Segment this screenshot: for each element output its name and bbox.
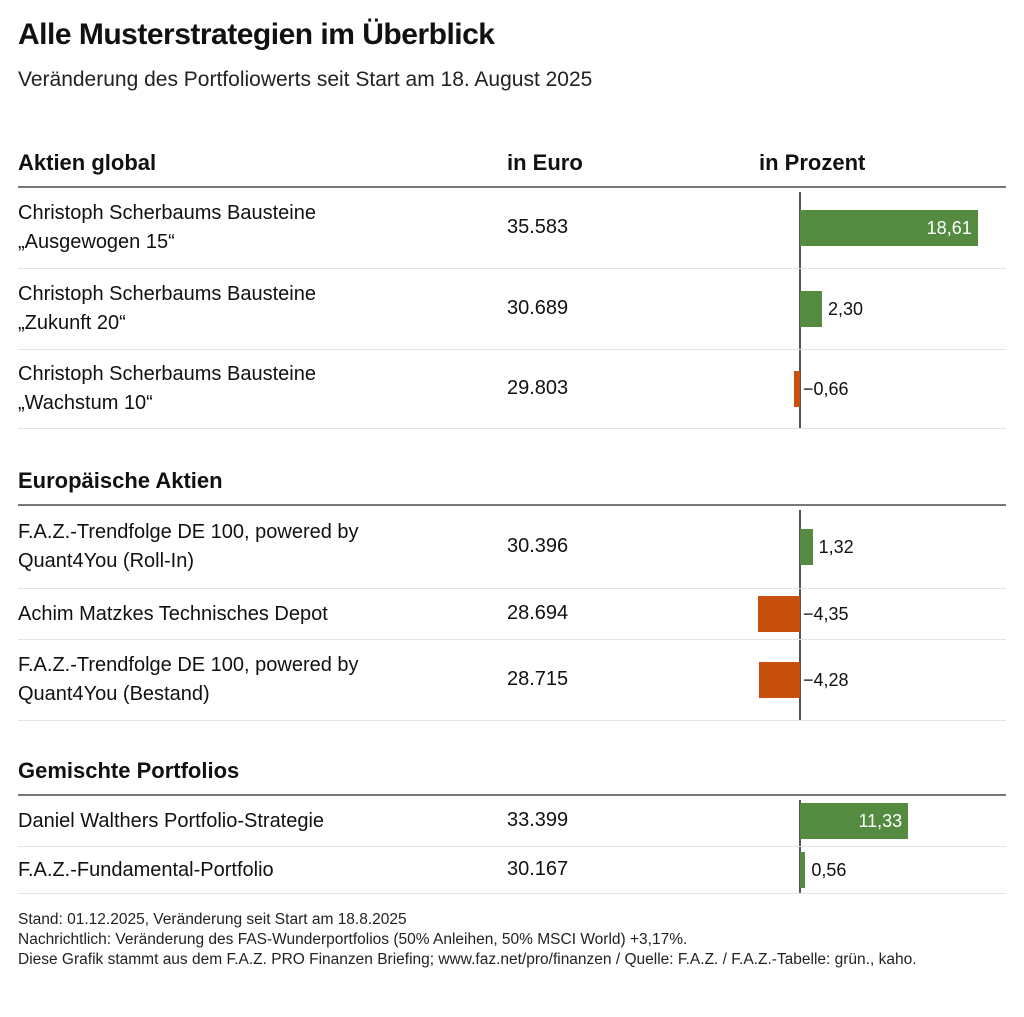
euro-value: 33.399 — [507, 809, 569, 831]
strategy-name: Daniel Walthers Portfolio-Strategie — [18, 807, 324, 836]
positive-bar — [800, 291, 822, 327]
group-title: Europäische Aktien — [18, 468, 223, 493]
chart-title: Alle Musterstrategien im Überblick — [18, 18, 495, 51]
positive-bar — [800, 529, 813, 565]
strategy-name: F.A.Z.-Trendfolge DE 100, powered by Quan… — [18, 651, 359, 709]
chart-subtitle: Veränderung des Portfoliowerts seit Star… — [18, 68, 593, 91]
group-europäische-aktien: Europäische Aktien F.A.Z.-Trendfolge DE 1… — [18, 458, 1006, 721]
table-row: Achim Matzkes Technisches Depot 28.694 −4,… — [18, 589, 1006, 640]
percent-label: −0,66 — [803, 379, 849, 399]
strategy-name-line2: Quant4You (Bestand) — [18, 683, 210, 705]
percent-label: −4,28 — [803, 670, 849, 690]
strategy-name: Achim Matzkes Technisches Depot — [18, 600, 328, 629]
footnote-source: Diese Grafik stammt aus dem F.A.Z. PRO F… — [18, 951, 917, 968]
footnotes: Stand: 01.12.2025, Veränderung seit Star… — [18, 910, 1008, 970]
table-row: Christoph Scherbaums Bausteine „Ausgewoge… — [18, 188, 1006, 269]
percent-label: −4,35 — [803, 604, 849, 624]
euro-value: 29.803 — [507, 377, 569, 399]
negative-bar — [759, 662, 800, 698]
column-header-percent: in Prozent — [759, 150, 866, 175]
strategy-name-line1: Christoph Scherbaums Bausteine — [18, 363, 316, 385]
euro-value: 28.715 — [507, 668, 569, 690]
footnote-wunderportfolio: Nachrichtlich: Veränderung des FAS-Wunde… — [18, 931, 688, 948]
strategy-name-line2: „Zukunft 20“ — [18, 312, 126, 334]
strategy-name-line1: F.A.Z.-Trendfolge DE 100, powered by — [18, 654, 359, 676]
euro-value: 28.694 — [507, 602, 569, 624]
positive-bar — [800, 852, 806, 888]
table-row: F.A.Z.-Fundamental-Portfolio 30.167 0,56 — [18, 847, 1006, 894]
strategy-name-line1: Christoph Scherbaums Bausteine — [18, 283, 316, 305]
strategy-name: Christoph Scherbaums Bausteine „Ausgewoge… — [18, 199, 316, 257]
zero-axis — [799, 640, 801, 720]
strategy-name-line1: F.A.Z.-Fundamental-Portfolio — [18, 858, 274, 881]
group-title: Gemischte Portfolios — [18, 758, 240, 783]
strategy-name-line2: „Wachstum 10“ — [18, 392, 153, 414]
zero-axis — [799, 589, 801, 639]
zero-axis — [799, 350, 801, 428]
footnote-stand: Stand: 01.12.2025, Veränderung seit Star… — [18, 911, 407, 928]
group-header: Europäische Aktien — [18, 458, 1006, 506]
euro-value: 30.689 — [507, 297, 569, 319]
percent-label: 2,30 — [827, 299, 863, 319]
strategy-name: F.A.Z.-Fundamental-Portfolio — [18, 856, 274, 885]
strategy-name-line2: „Ausgewogen 15“ — [18, 231, 175, 253]
euro-value: 35.583 — [507, 216, 569, 238]
strategy-name-line1: Christoph Scherbaums Bausteine — [18, 202, 316, 224]
euro-value: 30.396 — [507, 535, 569, 557]
percent-label: 1,32 — [818, 537, 854, 557]
strategy-name-line2: Quant4You (Roll-In) — [18, 550, 195, 572]
percent-label: 11,33 — [858, 811, 903, 831]
group-header: Aktien global in Euro in Prozent — [18, 140, 1006, 188]
strategy-name-line1: Achim Matzkes Technisches Depot — [18, 602, 328, 625]
group-header: Gemischte Portfolios — [18, 748, 1006, 796]
percent-label: 0,56 — [811, 860, 847, 880]
negative-bar — [758, 596, 800, 632]
strategy-name-line1: Daniel Walthers Portfolio-Strategie — [18, 809, 325, 832]
table-row: F.A.Z.-Trendfolge DE 100, powered by Quan… — [18, 640, 1006, 721]
table-row: Daniel Walthers Portfolio-Strategie 33.39… — [18, 796, 1006, 847]
strategy-name: F.A.Z.-Trendfolge DE 100, powered by Quan… — [18, 518, 359, 576]
group-aktien-global: Aktien global in Euro in Prozent Christoph … — [18, 140, 1006, 429]
positive-bar — [800, 210, 978, 246]
strategy-name: Christoph Scherbaums Bausteine „Zukunft 2… — [18, 280, 316, 338]
percent-label: 18,61 — [926, 218, 972, 238]
strategy-name-line1: F.A.Z.-Trendfolge DE 100, powered by — [18, 521, 359, 543]
table-row: Christoph Scherbaums Bausteine „Zukunft 2… — [18, 269, 1006, 350]
group-gemischte-portfolios: Gemischte Portfolios Daniel Walthers Port… — [18, 748, 1006, 894]
negative-bar — [793, 371, 800, 407]
group-title: Aktien global — [18, 150, 157, 175]
strategy-name: Christoph Scherbaums Bausteine „Wachstum … — [18, 360, 316, 418]
table-row: Christoph Scherbaums Bausteine „Wachstum … — [18, 350, 1006, 429]
euro-value: 30.167 — [507, 858, 569, 880]
table-row: F.A.Z.-Trendfolge DE 100, powered by Quan… — [18, 506, 1006, 589]
positive-bar — [800, 803, 909, 839]
column-header-euro: in Euro — [507, 150, 583, 175]
